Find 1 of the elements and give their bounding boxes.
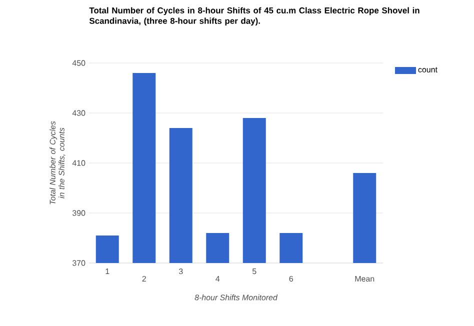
chart-title: Total Number of Cycles in 8-hour Shifts of 45 cu.m Class Electric Rope Shovel in Scandinavia, (three 8-hour shifts per day). [89,7,420,26]
